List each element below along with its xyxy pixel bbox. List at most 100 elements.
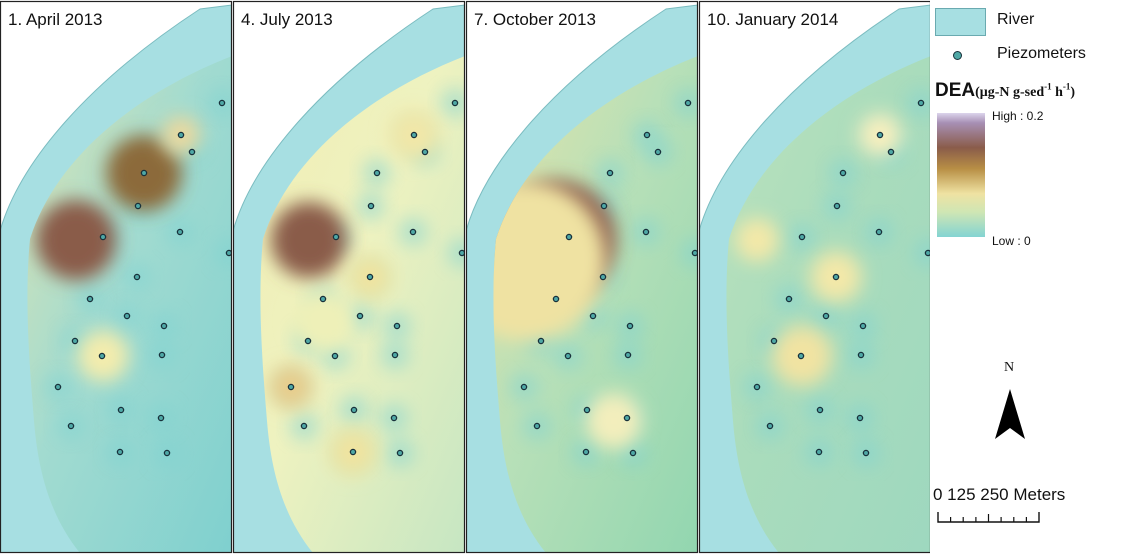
piezometer-dot-icon bbox=[643, 131, 651, 139]
dea-hotspot bbox=[493, 181, 606, 341]
piezometer-dot-icon bbox=[857, 351, 865, 359]
piezometer-dot-icon bbox=[116, 448, 124, 456]
piezometer-dot-icon bbox=[99, 233, 107, 241]
piezometer-dot-icon bbox=[390, 414, 398, 422]
piezometer-dot-icon bbox=[421, 148, 429, 156]
piezometer-dot-icon bbox=[839, 169, 847, 177]
piezometer-dot-icon bbox=[917, 99, 925, 107]
legend: River Piezometers DEA(μg-N g-sed-1 h-1) … bbox=[930, 0, 1133, 554]
piezometer-dot-icon bbox=[862, 449, 870, 457]
piezometer-dot-icon bbox=[832, 273, 840, 281]
piezometer-dot-icon bbox=[691, 249, 698, 257]
scale-bar bbox=[937, 512, 1040, 523]
piezometer-dot-icon bbox=[188, 148, 196, 156]
piezometer-dot-icon bbox=[564, 352, 572, 360]
dea-unit-suffix: ) bbox=[1070, 85, 1076, 100]
piezometer-dot-icon bbox=[287, 383, 295, 391]
piezometer-dot-icon bbox=[134, 202, 142, 210]
map-panel-april: 1. April 2013 bbox=[0, 0, 233, 554]
piezometer-dot-icon bbox=[177, 131, 185, 139]
piezometer-dot-icon bbox=[537, 337, 545, 345]
dea-label: DEA bbox=[935, 80, 976, 101]
river-label: River bbox=[997, 11, 1035, 28]
piezometer-dot-icon bbox=[520, 383, 528, 391]
river-swatch bbox=[935, 8, 986, 36]
piezometer-dot-icon bbox=[225, 249, 232, 257]
piezometer-dot-icon bbox=[458, 249, 465, 257]
piezometer-dot-icon bbox=[71, 337, 79, 345]
piezometer-dot-icon bbox=[876, 131, 884, 139]
piezometer-dot-icon bbox=[176, 228, 184, 236]
piezometer-dot-icon bbox=[373, 169, 381, 177]
piezometer-dot-icon bbox=[624, 351, 632, 359]
piezometer-dot-icon bbox=[815, 448, 823, 456]
piezometer-dot-icon bbox=[623, 414, 631, 422]
panel-title: 7. October 2013 bbox=[474, 10, 596, 29]
low-label: Low : 0 bbox=[992, 234, 1031, 248]
piezometer-dot-icon bbox=[332, 233, 340, 241]
piezometer-dot-icon bbox=[642, 228, 650, 236]
piezometer-dot-icon bbox=[924, 249, 930, 257]
piezometer-dot-icon bbox=[117, 406, 125, 414]
piezometer-dot-icon bbox=[391, 351, 399, 359]
piezometer-dot-icon bbox=[816, 406, 824, 414]
piezometer-dot-icon bbox=[589, 312, 597, 320]
piezometer-dot-icon bbox=[451, 99, 459, 107]
piezometer-dot-icon bbox=[98, 352, 106, 360]
map-panel-july: 4. July 2013 bbox=[232, 0, 466, 554]
piezometer-label: Piezometers bbox=[997, 45, 1086, 62]
piezometer-dot-icon bbox=[396, 449, 404, 457]
piezometer-dot-icon bbox=[875, 228, 883, 236]
dea-unit-exp1: -1 bbox=[1044, 81, 1052, 92]
dea-title: DEA(μg-N g-sed-1 h-1) bbox=[935, 80, 1075, 102]
piezometer-dot-icon bbox=[349, 448, 357, 456]
piezometer-dot-icon bbox=[785, 295, 793, 303]
panel-title: 10. January 2014 bbox=[707, 10, 838, 29]
piezometer-dot-icon bbox=[753, 383, 761, 391]
piezometer-dot-icon bbox=[410, 131, 418, 139]
piezometer-dot-icon bbox=[583, 406, 591, 414]
piezometer-dot-icon bbox=[157, 414, 165, 422]
piezometer-dot-icon bbox=[770, 337, 778, 345]
piezometer-dot-icon bbox=[356, 312, 364, 320]
piezometer-dot-icon bbox=[350, 406, 358, 414]
piezometer-dot-icon bbox=[565, 233, 573, 241]
piezometer-dot-icon bbox=[856, 414, 864, 422]
dea-unit-mid: h bbox=[1051, 85, 1063, 100]
piezometer-dot-icon bbox=[859, 322, 867, 330]
piezometer-dot-icon bbox=[218, 99, 226, 107]
dea-unit-prefix: (μg-N g-sed bbox=[975, 85, 1045, 100]
piezometer-dot-icon bbox=[533, 422, 541, 430]
dea-hotspot bbox=[36, 200, 116, 280]
piezometer-dot-icon bbox=[319, 295, 327, 303]
dea-hotspot bbox=[293, 291, 353, 351]
piezometer-dot-icon bbox=[797, 352, 805, 360]
piezometer-dot-icon bbox=[123, 312, 131, 320]
piezometer-dot-icon bbox=[160, 322, 168, 330]
piezometer-dot-icon bbox=[331, 352, 339, 360]
piezometer-dot-icon bbox=[67, 422, 75, 430]
piezometer-dot-icon bbox=[833, 202, 841, 210]
north-arrow-shape bbox=[995, 389, 1025, 439]
piezometer-dot-icon bbox=[300, 422, 308, 430]
piezometer-dot-icon bbox=[822, 312, 830, 320]
piezometer-dot-icon bbox=[158, 351, 166, 359]
piezometer-dot-icon bbox=[163, 449, 171, 457]
map-panel-january: 10. January 2014 bbox=[698, 0, 930, 554]
dea-color-ramp bbox=[937, 113, 985, 237]
high-label: High : 0.2 bbox=[992, 109, 1044, 123]
scale-label: 0 125 250 Meters bbox=[933, 485, 1066, 504]
dea-hotspot bbox=[735, 218, 779, 262]
map-panels: 1. April 2013 4. July 2013 7. October 20… bbox=[0, 0, 930, 554]
piezometer-dot-icon bbox=[629, 449, 637, 457]
dea-unit-exp2: -1 bbox=[1062, 81, 1071, 92]
piezometer-dot-icon bbox=[953, 51, 962, 60]
piezometer-dot-icon bbox=[600, 202, 608, 210]
piezometer-dot-icon bbox=[304, 337, 312, 345]
piezometer-dot-icon bbox=[798, 233, 806, 241]
piezometer-dot-icon bbox=[887, 148, 895, 156]
panel-title: 1. April 2013 bbox=[8, 10, 103, 29]
piezometer-dot-icon bbox=[654, 148, 662, 156]
piezometer-dot-icon bbox=[366, 273, 374, 281]
piezometer-dot-icon bbox=[140, 169, 148, 177]
